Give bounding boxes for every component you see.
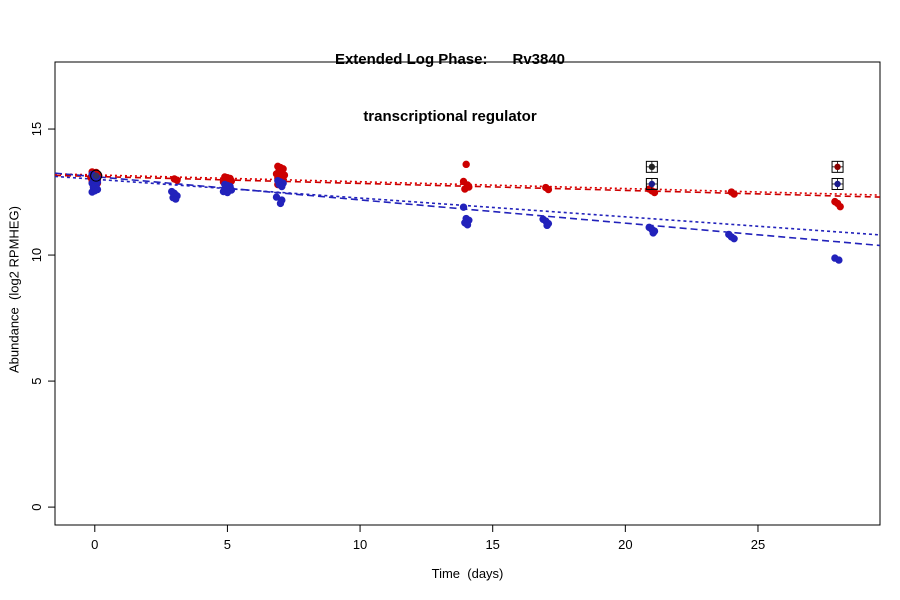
- red-condition-point: [462, 160, 470, 169]
- plot-box: [54, 61, 881, 526]
- highlight-circle: [90, 169, 103, 182]
- y-tick-label: 10: [29, 248, 44, 262]
- blue-condition-point: [171, 195, 180, 203]
- y-tick-label: 5: [29, 377, 44, 384]
- blue-condition-point: [459, 203, 468, 211]
- x-tick-label: 20: [618, 537, 632, 552]
- blue-condition-point: [88, 188, 96, 196]
- title-block: Extended Log Phase: Rv3840 transcription…: [0, 12, 900, 164]
- trend-line-blue-fit-1: [54, 172, 881, 247]
- red-condition-point: [173, 176, 181, 184]
- blue-condition-point: [278, 182, 286, 191]
- highlight-point: [834, 180, 841, 188]
- blue-condition-point: [835, 256, 843, 264]
- highlight-point: [834, 163, 841, 171]
- x-tick-label: 25: [751, 537, 765, 552]
- red-condition-point: [730, 190, 738, 198]
- x-tick-label: 0: [91, 537, 98, 552]
- red-condition-point: [836, 202, 844, 211]
- highlight-point: [648, 163, 656, 171]
- blue-condition-point: [276, 199, 285, 208]
- x-tick-label: 15: [485, 537, 499, 552]
- y-tick-label: 0: [29, 503, 44, 510]
- highlight-point: [92, 172, 100, 179]
- y-tick-label: 15: [29, 122, 44, 136]
- blue-condition-point: [543, 221, 551, 230]
- highlight-point: [648, 180, 656, 188]
- red-condition-point: [544, 185, 553, 194]
- red-condition-point: [461, 185, 469, 193]
- x-axis-label: Time (days): [431, 566, 504, 581]
- blue-condition-point: [223, 188, 232, 197]
- blue-condition-point: [463, 221, 472, 229]
- x-tick-label: 10: [353, 537, 367, 552]
- x-tick-label: 5: [224, 537, 231, 552]
- blue-condition-point: [730, 234, 738, 243]
- blue-condition-point: [649, 229, 657, 237]
- red-condition-point: [650, 188, 659, 197]
- chart-title: Extended Log Phase: Rv3840: [334, 51, 566, 68]
- chart-subtitle: transcriptional regulator: [363, 108, 537, 125]
